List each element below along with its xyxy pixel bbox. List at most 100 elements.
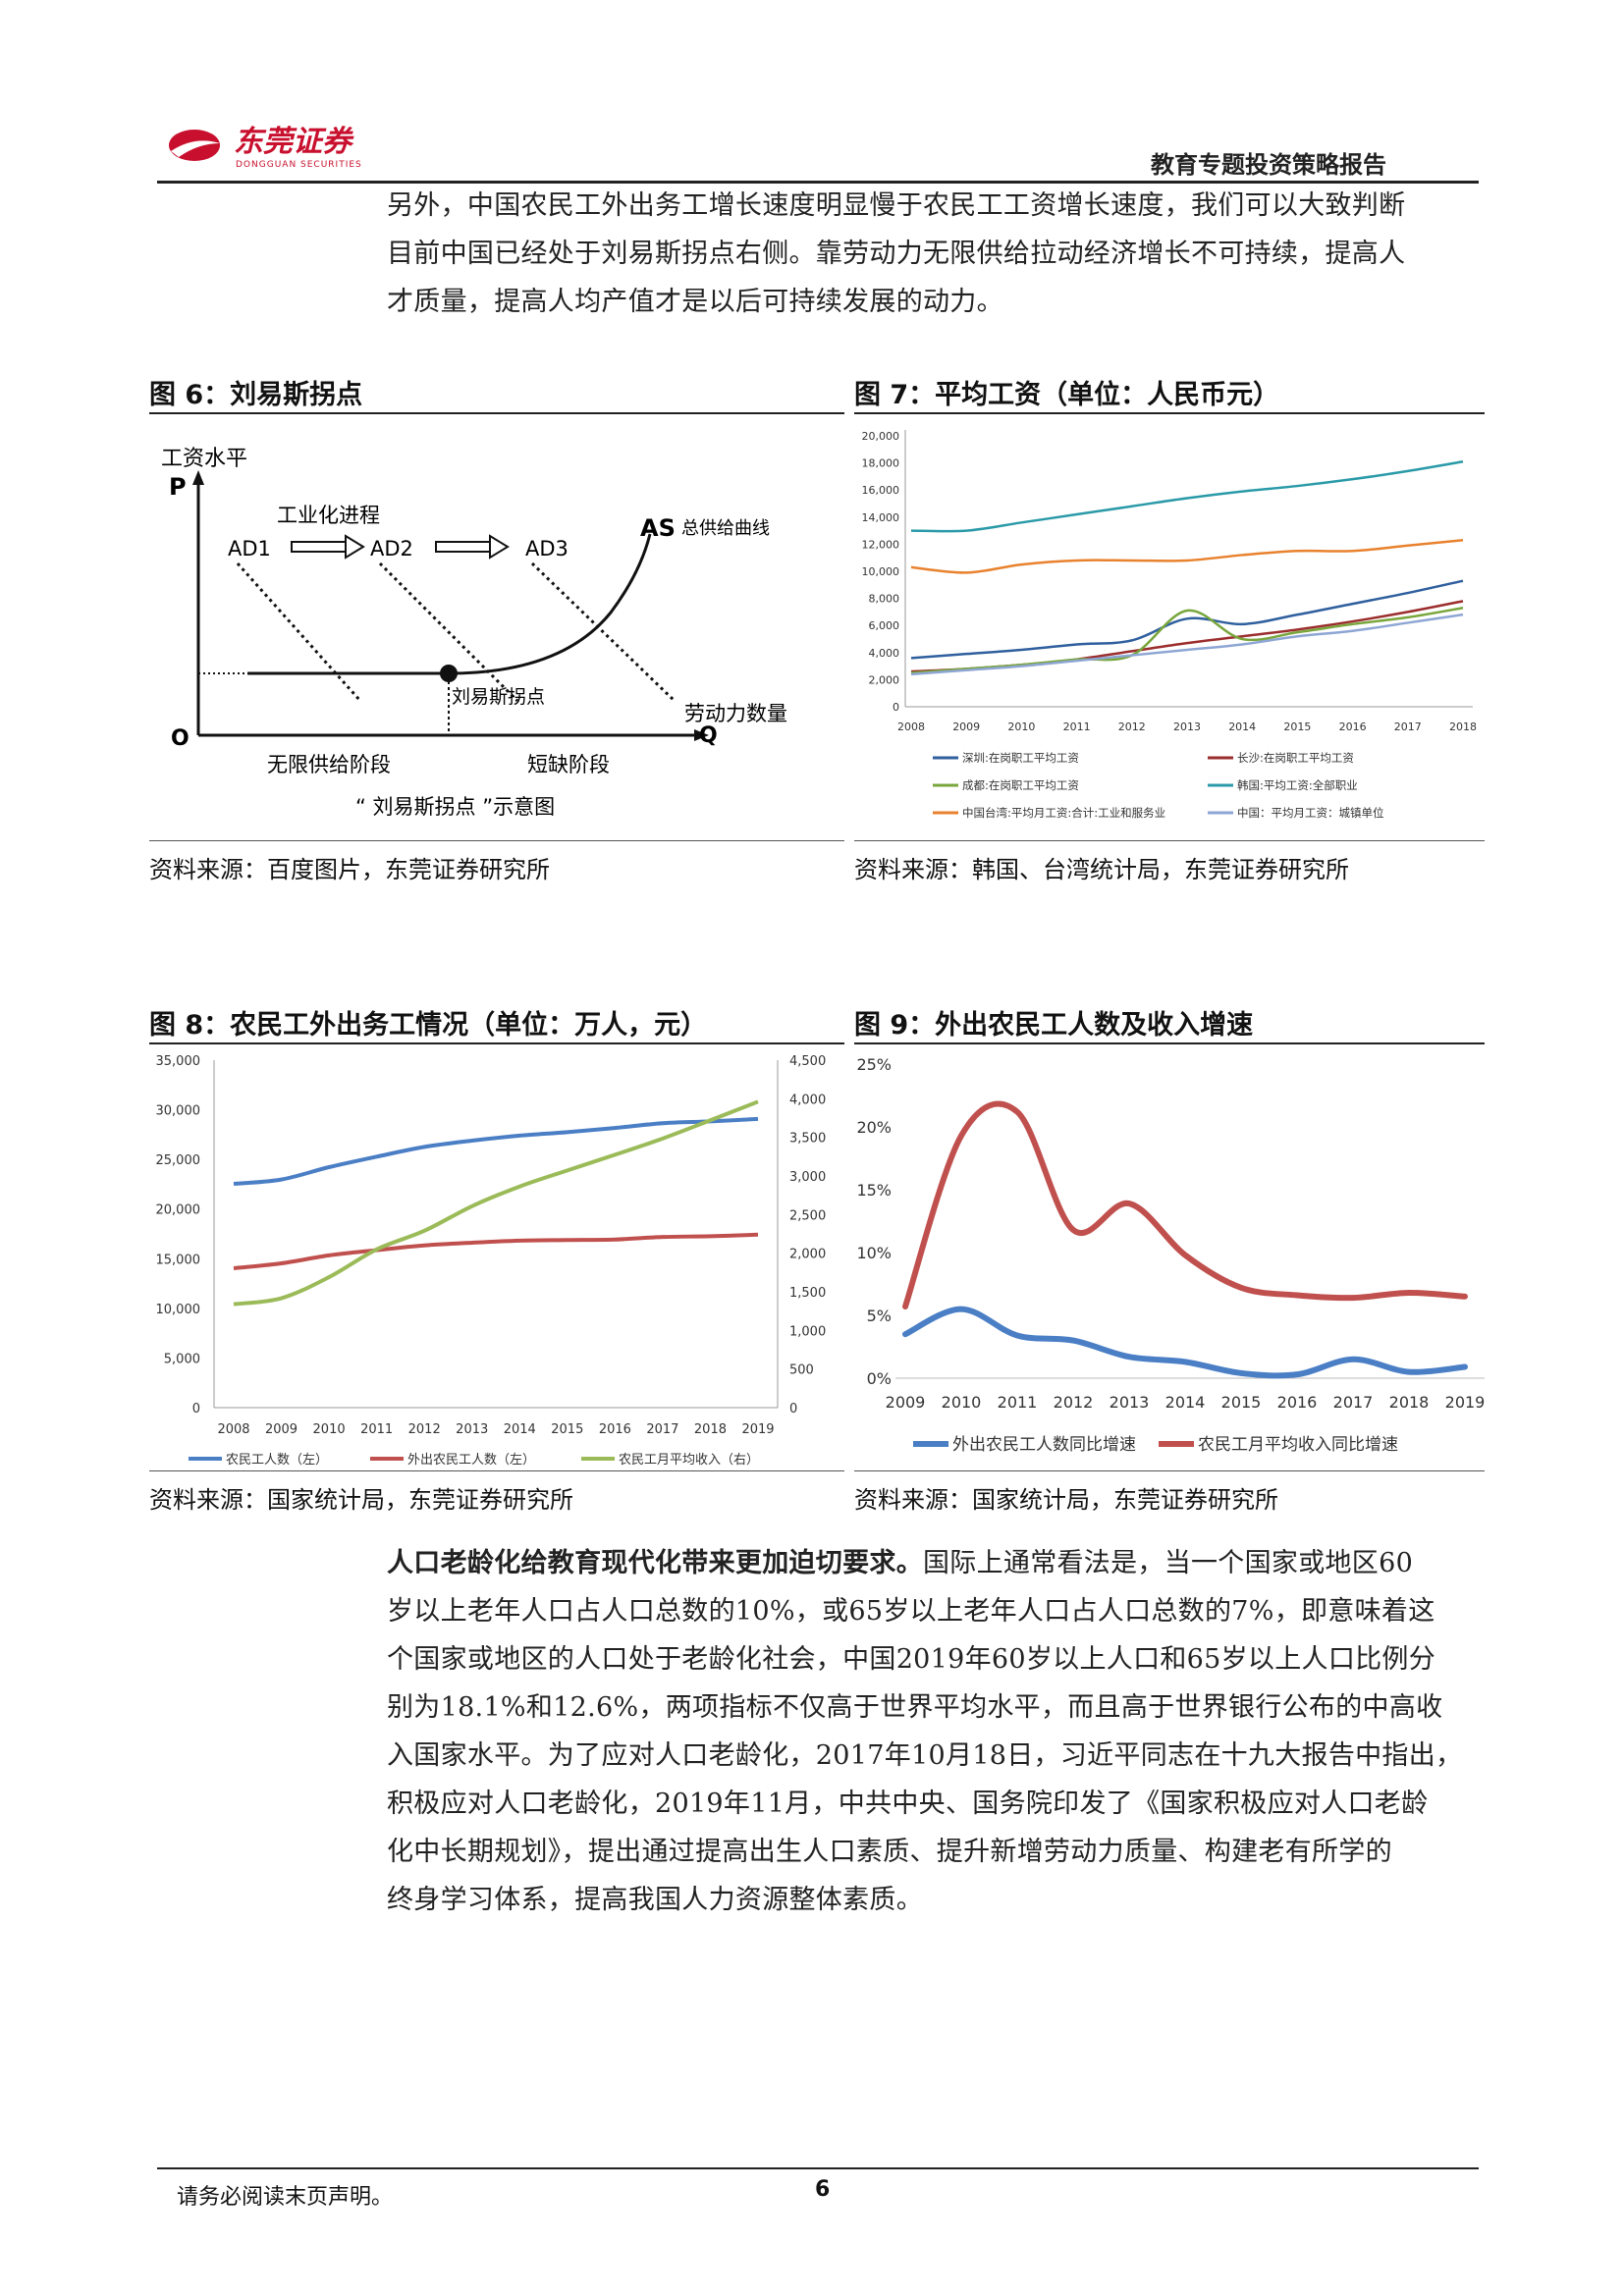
fig6-bottom-rule bbox=[149, 840, 844, 841]
main-line: 终身学习体系，提高我国人力资源整体素质。 bbox=[387, 1885, 923, 1915]
fig6-top-rule bbox=[149, 412, 844, 414]
fig6-ad2-label: AD2 bbox=[370, 537, 413, 561]
fig9-title: 图 9：外出农民工人数及收入增速 bbox=[854, 1010, 1254, 1041]
logo-swoosh bbox=[171, 140, 220, 157]
fig7-x-tick-label: 2014 bbox=[1228, 721, 1256, 733]
fig7-y-tick-label: 6,000 bbox=[869, 619, 900, 632]
fig7-x-tick-label: 2016 bbox=[1339, 721, 1367, 733]
fig6-p-label: P bbox=[169, 473, 187, 501]
fig6-title: 图 6：刘易斯拐点 bbox=[149, 380, 363, 410]
fig9-x-tick-label: 2015 bbox=[1221, 1393, 1262, 1412]
fig9-x-tick-label: 2011 bbox=[998, 1393, 1038, 1412]
fig9-x-tick-label: 2009 bbox=[886, 1393, 926, 1412]
fig7-series-line bbox=[910, 579, 1464, 660]
fig6-caption: “ 刘易斯拐点 ”示意图 bbox=[355, 795, 555, 819]
fig6-y-label: 工资水平 bbox=[161, 447, 247, 471]
logo-en-text: DONGGUAN SECURITIES bbox=[236, 160, 362, 170]
fig7-x-tick-label: 2008 bbox=[897, 721, 925, 733]
fig8-bottom-rule bbox=[149, 1470, 844, 1471]
fig8-top-rule bbox=[149, 1042, 844, 1044]
fig8-x-tick-label: 2017 bbox=[646, 1422, 678, 1437]
main-line: 别为18.1%和12.6%，两项指标不仅高于世界平均水平，而且高于世界银行公布的… bbox=[387, 1692, 1443, 1723]
logo-cn-text: 东莞证券 bbox=[234, 125, 354, 159]
fig9-series-line bbox=[902, 1100, 1468, 1310]
fig8-series-line bbox=[233, 1232, 759, 1270]
fig9-y-tick-label: 15% bbox=[856, 1181, 892, 1200]
fig9-y-tick-label: 20% bbox=[856, 1118, 892, 1137]
fig6-arrow-2 bbox=[435, 534, 510, 560]
fig8-left-tick-label: 25,000 bbox=[156, 1153, 201, 1168]
fig9-x-tick-label: 2013 bbox=[1110, 1393, 1150, 1412]
fig6-lewis-point bbox=[440, 665, 458, 682]
fig8-x-tick-label: 2010 bbox=[313, 1422, 346, 1437]
fig9-y-tick-label: 0% bbox=[867, 1369, 892, 1388]
fig6-as-curve bbox=[247, 533, 652, 675]
fig6-ad2-line bbox=[378, 561, 519, 703]
fig8-right-tick-label: 500 bbox=[789, 1363, 814, 1378]
fig9-y-tick-label: 25% bbox=[856, 1055, 892, 1074]
fig6-stage2-label: 短缺阶段 bbox=[527, 753, 610, 776]
fig6-point-label: 刘易斯拐点 bbox=[452, 686, 545, 708]
fig7-bottom-rule bbox=[854, 840, 1485, 841]
fig7-x-tick-label: 2017 bbox=[1394, 721, 1422, 733]
intro-line: 另外，中国农民工外出务工增长速度明显慢于农民工工资增长速度，我们可以大致判断 bbox=[387, 190, 1406, 221]
fig8-right-tick-label: 4,500 bbox=[789, 1054, 826, 1069]
fig9-x-tick-label: 2014 bbox=[1165, 1393, 1206, 1412]
fig8-left-tick-label: 20,000 bbox=[156, 1203, 201, 1218]
fig7-series-line bbox=[910, 459, 1464, 533]
fig8-x-tick-label: 2019 bbox=[741, 1422, 774, 1437]
fig7-y-tick-label: 16,000 bbox=[862, 484, 900, 497]
fig7-y-tick-label: 14,000 bbox=[862, 511, 900, 524]
fig7-legend-label: 中国台湾:平均月工资:合计:工业和服务业 bbox=[962, 806, 1165, 820]
fig6-origin-label: O bbox=[171, 726, 189, 751]
fig8-right-tick-label: 4,000 bbox=[789, 1093, 826, 1107]
fig6-ad3-label: AD3 bbox=[525, 537, 568, 561]
fig8-legend-label: 外出农民工人数（左） bbox=[407, 1453, 535, 1468]
intro-line: 才质量，提高人均产值才是以后可持续发展的动力。 bbox=[387, 287, 1003, 317]
fig7-chart: 0 2,000 4,000 6,000 8,000 10,000 12,000 14,000 1… bbox=[862, 430, 1477, 820]
fig9-x-tick-label: 2010 bbox=[942, 1393, 982, 1412]
fig8-x-tick-label: 2014 bbox=[504, 1422, 536, 1437]
fig8-left-tick-label: 15,000 bbox=[156, 1253, 201, 1267]
fig6-ad1-line bbox=[236, 562, 362, 702]
fig7-series-line bbox=[910, 607, 1464, 674]
fig9-chart: 0% 5% 10% 15% 20% 25% 2009 2010 2011 2012 2013 2014… bbox=[856, 1055, 1485, 1455]
fig7-y-tick-label: 2,000 bbox=[869, 673, 900, 686]
fig8-title: 图 8：农民工外出务工情况（单位：万人，元） bbox=[149, 1010, 708, 1041]
fig8-source: 资料来源：国家统计局，东莞证券研究所 bbox=[149, 1486, 573, 1514]
footer-divider bbox=[157, 2167, 1479, 2169]
company-logo: 东莞证券 DONGGUAN SECURITIES bbox=[165, 118, 440, 177]
fig8-right-tick-label: 0 bbox=[789, 1402, 797, 1416]
fig7-series-line bbox=[910, 539, 1464, 574]
fig6-y-arrow bbox=[192, 470, 204, 485]
fig7-legend-label: 长沙:在岗职工平均工资 bbox=[1237, 751, 1354, 765]
fig8-left-tick-label: 0 bbox=[192, 1402, 200, 1416]
fig9-x-tick-label: 2012 bbox=[1054, 1393, 1094, 1412]
fig9-top-rule bbox=[854, 1042, 1485, 1044]
fig6-q-label: Q bbox=[699, 723, 718, 748]
fig8-right-tick-label: 2,000 bbox=[789, 1248, 826, 1262]
fig8-x-tick-label: 2013 bbox=[456, 1422, 488, 1437]
fig8-left-tick-label: 30,000 bbox=[156, 1104, 201, 1119]
fig8-legend-label: 农民工人数（左） bbox=[226, 1453, 328, 1468]
fig9-y-tick-label: 5% bbox=[867, 1307, 892, 1325]
fig6-stage1-label: 无限供给阶段 bbox=[267, 753, 391, 776]
fig8-x-tick-label: 2008 bbox=[217, 1422, 249, 1437]
fig9-x-tick-label: 2018 bbox=[1389, 1393, 1430, 1412]
fig9-y-tick-label: 10% bbox=[856, 1244, 892, 1262]
fig7-x-tick-label: 2012 bbox=[1118, 721, 1146, 733]
fig7-x-tick-label: 2011 bbox=[1063, 721, 1091, 733]
fig6-labor-label: 劳动力数量 bbox=[684, 702, 787, 725]
main-line: 人口老龄化给教育现代化带来更加迫切要求。国际上通常看法是，当一个国家或地区60 bbox=[387, 1539, 1477, 1587]
fig7-x-tick-label: 2015 bbox=[1283, 721, 1311, 733]
intro-paragraph: 另外，中国农民工外出务工增长速度明显慢于农民工工资增长速度，我们可以大致判断 目… bbox=[387, 182, 1477, 326]
fig8-right-tick-label: 3,000 bbox=[789, 1170, 826, 1185]
fig7-y-tick-label: 0 bbox=[893, 701, 899, 714]
fig7-x-tick-label: 2013 bbox=[1173, 721, 1201, 733]
fig7-x-tick-label: 2018 bbox=[1449, 721, 1477, 733]
fig7-x-tick-label: 2009 bbox=[952, 721, 980, 733]
fig7-legend-label: 中国：平均月工资：城镇单位 bbox=[1237, 806, 1384, 820]
fig8-x-tick-label: 2009 bbox=[265, 1422, 298, 1437]
intro-line: 目前中国已经处于刘易斯拐点右侧。靠劳动力无限供给拉动经济增长不可持续，提高人 bbox=[387, 239, 1406, 269]
fig6-as-desc: 总供给曲线 bbox=[681, 518, 770, 539]
